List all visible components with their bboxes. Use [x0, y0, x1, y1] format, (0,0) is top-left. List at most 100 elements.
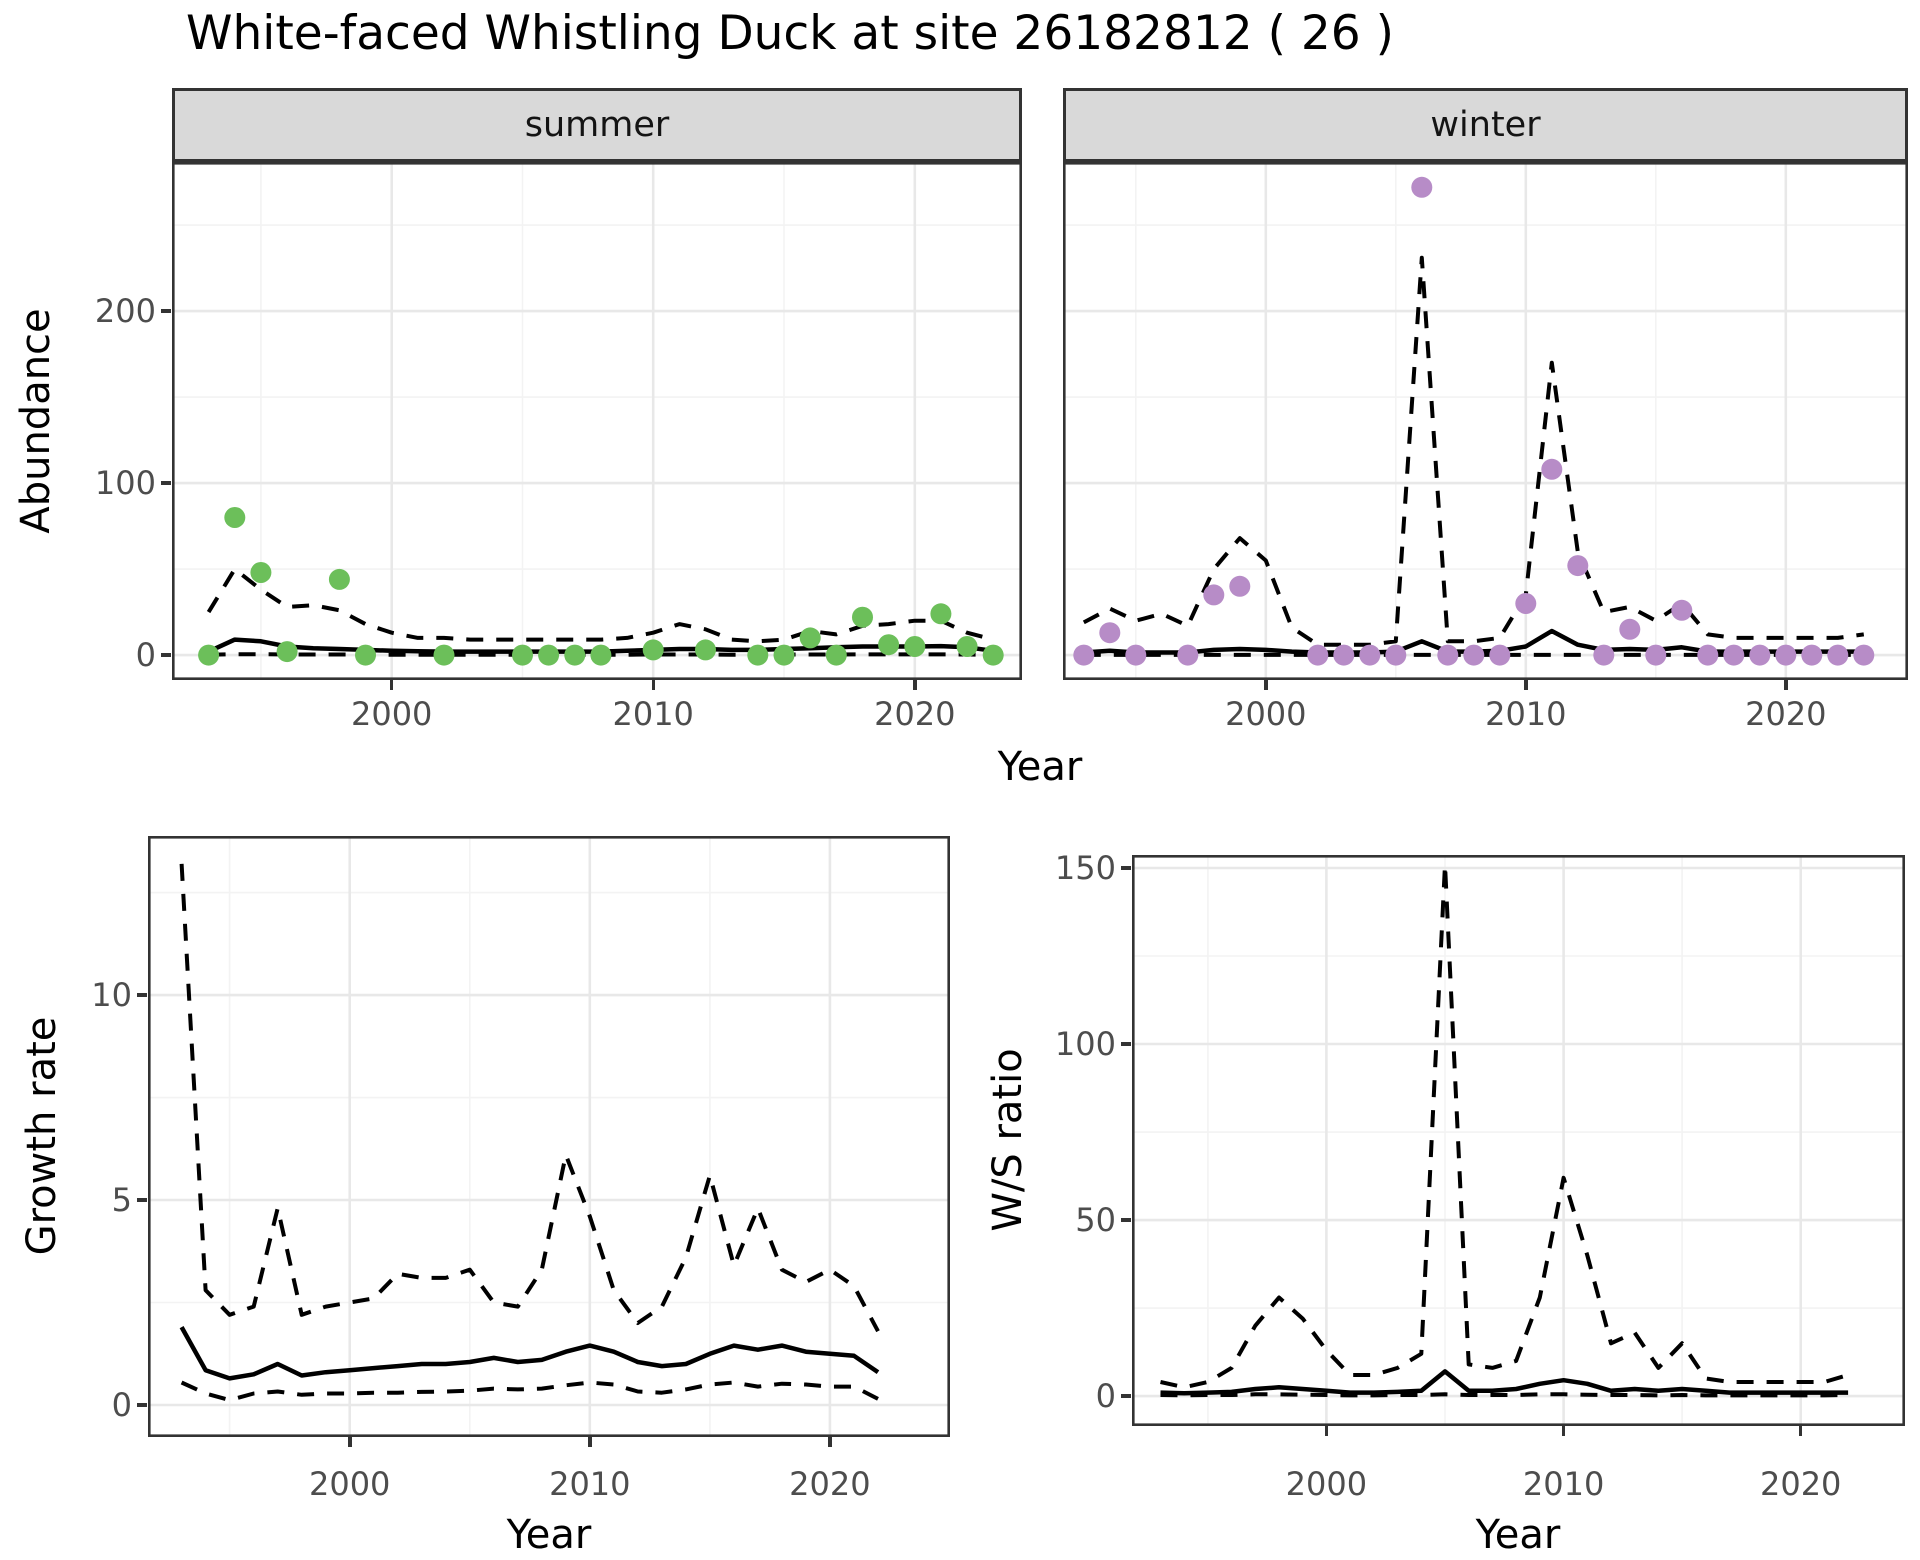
abundance-winter-observed-count — [1853, 644, 1875, 666]
abundance-summer-observed-count — [512, 644, 533, 666]
ci-lower-line — [180, 1380, 879, 1403]
abundance-summer-observed-count — [250, 562, 272, 583]
y-tick-mark — [160, 653, 171, 657]
panel-border — [171, 161, 1023, 681]
panel-background — [148, 836, 950, 1437]
y-tick-mark — [1120, 1394, 1131, 1398]
y-tick-label: 0 — [1095, 1377, 1116, 1416]
abundance-winter-observed-count — [1775, 644, 1797, 666]
abundance-summer-observed-count — [642, 639, 664, 661]
x-tick-mark — [1524, 680, 1528, 690]
y-tick-mark — [1120, 1218, 1131, 1222]
abundance-winter-observed-count — [1359, 644, 1381, 666]
abundance-summer-observed-count — [276, 641, 298, 663]
abundance-winter-observed-count — [1723, 644, 1745, 666]
abundance-summer-observed-count — [930, 603, 952, 625]
x-tick-mark — [651, 680, 655, 690]
abundance-summer-observed-count — [852, 606, 873, 628]
abundance-winter-observed-count — [1437, 644, 1459, 666]
abundance-winter-observed-count — [1515, 593, 1537, 614]
y-tick-label: 100 — [94, 464, 156, 503]
panel-border — [147, 835, 951, 1438]
facet-strip-summer-label: summer — [524, 105, 670, 145]
abundance-summer-observed-count — [747, 644, 769, 666]
x-tick-mark — [348, 1437, 352, 1447]
abundance-summer-observed-count — [224, 507, 246, 528]
abundance-winter-observed-count — [1385, 644, 1407, 666]
x-tick-label: 2000 — [1285, 1465, 1368, 1503]
abundance-winter-observed-count — [1203, 584, 1225, 606]
y-tick-label: 50 — [1075, 1201, 1116, 1240]
ci-upper-line — [179, 863, 880, 1333]
x-tick-label: 2020 — [789, 1465, 871, 1503]
panel-background — [1063, 162, 1908, 680]
abundance-summer-observed-count — [825, 644, 847, 666]
y-tick-label: 0 — [111, 1386, 132, 1424]
abundance-summer-observed-count — [564, 644, 586, 666]
y-tick-label: 5 — [111, 1181, 132, 1219]
ws-ratio-panel — [1131, 854, 1906, 1427]
y-tick-mark — [136, 1198, 147, 1202]
x-tick-mark — [1324, 1426, 1329, 1436]
abundance-summer-observed-count — [590, 644, 612, 666]
abundance-summer-observed-count — [355, 644, 376, 666]
panel-background — [172, 162, 1022, 680]
facet-strip-winter-label: winter — [1430, 105, 1541, 145]
x-tick-mark — [1561, 1426, 1566, 1436]
x-tick-mark — [588, 1437, 592, 1447]
abundance-winter-observed-count — [1411, 176, 1433, 198]
x-tick-label: 2020 — [1745, 695, 1827, 733]
x-tick-label: 2020 — [1759, 1465, 1842, 1503]
y-tick-label: 150 — [1054, 849, 1116, 887]
y-tick-mark — [1120, 866, 1131, 870]
y-tick-mark — [160, 481, 171, 485]
panel-border — [1062, 161, 1909, 681]
abundance-summer-observed-count — [328, 568, 350, 590]
abundance-winter-observed-count — [1619, 618, 1641, 640]
abundance-summer-observed-count — [198, 644, 220, 666]
x-axis-title-year-ws: Year — [1475, 1512, 1561, 1558]
abundance-summer-observed-count — [695, 639, 716, 661]
panel-background — [1132, 855, 1905, 1426]
abundance-winter-observed-count — [1229, 575, 1251, 597]
abundance-summer-observed-count — [878, 634, 900, 656]
growth-rate-panel — [147, 835, 951, 1438]
x-tick-mark — [828, 1437, 832, 1447]
abundance-winter-observed-count — [1489, 644, 1511, 666]
abundance-summer-observed-count — [799, 627, 821, 649]
x-tick-label: 2020 — [874, 695, 956, 733]
abundance-winter-observed-count — [1671, 599, 1693, 621]
y-tick-label: 0 — [135, 636, 156, 675]
abundance-winter-observed-count — [1099, 622, 1121, 644]
x-axis-title-year-top: Year — [997, 744, 1083, 790]
model-fit-line — [179, 1326, 880, 1381]
abundance-winter-observed-count — [1827, 644, 1849, 666]
x-tick-label: 2010 — [1522, 1465, 1605, 1503]
abundance-summer-observed-count — [956, 636, 978, 657]
abundance-winter-observed-count — [1541, 458, 1563, 480]
x-tick-mark — [913, 680, 917, 690]
abundance-winter-observed-count — [1645, 644, 1667, 666]
abundance-summer-panel — [171, 161, 1023, 681]
abundance-summer-observed-count — [433, 644, 455, 666]
abundance-winter-observed-count — [1125, 644, 1147, 666]
y-tick-mark — [160, 309, 171, 313]
y-tick-label: 200 — [94, 292, 156, 331]
abundance-summer-observed-count — [982, 644, 1004, 666]
x-tick-mark — [1264, 680, 1268, 690]
y-tick-mark — [1120, 1042, 1131, 1046]
abundance-winter-observed-count — [1593, 644, 1615, 666]
x-tick-label: 2010 — [1485, 695, 1567, 733]
abundance-winter-observed-count — [1801, 644, 1823, 666]
abundance-summer-observed-count — [773, 644, 795, 666]
ci-upper-line — [1160, 862, 1849, 1390]
ci-lower-line — [1160, 1392, 1849, 1398]
abundance-winter-observed-count — [1177, 644, 1199, 666]
abundance-winter-observed-count — [1307, 644, 1329, 666]
abundance-winter-observed-count — [1697, 644, 1719, 666]
y-tick-label: 10 — [91, 976, 132, 1015]
abundance-winter-observed-count — [1463, 644, 1485, 666]
y-tick-label: 100 — [1054, 1025, 1116, 1063]
x-tick-mark — [1784, 680, 1788, 690]
